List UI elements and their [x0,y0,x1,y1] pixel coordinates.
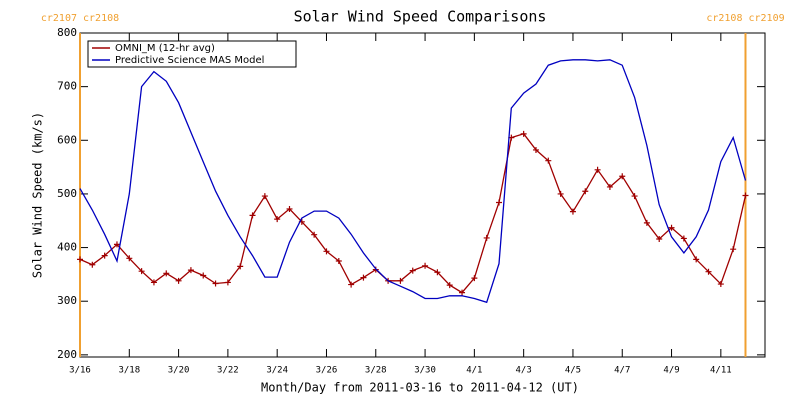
carrington-label: cr2108 cr2109 [706,13,784,24]
data-point [150,279,157,286]
legend: OMNI_M (12-hr avg)Predictive Science MAS… [87,40,297,68]
data-point [582,188,589,195]
data-point [335,257,342,264]
series-line [79,59,747,304]
data-point [89,261,96,268]
data-point [311,231,318,238]
y-tick-label: 200 [57,348,77,361]
x-tick-label: 3/16 [69,366,91,376]
data-point [286,205,293,212]
data-point [348,281,355,288]
data-point [656,235,663,242]
data-point [557,190,564,197]
data-point [409,267,416,274]
data-point [459,289,466,296]
data-point [594,166,601,173]
y-tick-label: 700 [57,80,77,93]
data-point [397,277,404,284]
data-point [126,255,133,262]
carrington-label: cr2107 cr2108 [41,13,119,24]
x-tick-label: 4/11 [710,366,732,376]
x-tick-label: 3/22 [217,366,239,376]
x-tick-label: 3/26 [316,366,338,376]
y-tick-label: 800 [57,26,77,39]
data-point [101,252,108,259]
y-axis-label: Solar Wind Speed (km/s) [31,112,45,278]
x-tick-label: 3/28 [365,366,387,376]
data-point [261,193,268,200]
data-point [323,248,330,255]
data-point [187,267,194,274]
data-point [237,263,244,270]
data-point [496,199,503,206]
data-point [274,216,281,223]
data-point [545,157,552,164]
legend-box [87,40,297,68]
data-point [77,256,83,263]
data-point [569,208,576,215]
data-point [680,235,687,242]
y-tick-label: 600 [57,133,77,146]
data-point [606,183,613,190]
data-point [520,130,527,137]
data-point [422,262,429,269]
data-point [730,246,737,253]
x-tick-label: 3/30 [414,366,436,376]
y-tick-label: 500 [57,187,77,200]
chart-title: Solar Wind Speed Comparisons [294,8,547,26]
data-point [212,280,219,287]
data-point [471,275,478,282]
data-point [643,219,650,226]
y-tick-label: 400 [57,241,77,254]
data-point [249,212,256,219]
data-point [113,241,120,248]
data-point [434,269,441,276]
data-point [175,277,182,284]
data-point [360,274,367,281]
data-point [483,234,490,241]
data-point [693,256,700,263]
data-point [705,268,712,275]
data-point [138,268,145,275]
data-point [668,224,675,231]
data-point [717,281,724,288]
x-tick-label: 4/5 [565,366,581,376]
legend-label: Predictive Science MAS Model [115,55,264,66]
x-tick-label: 4/7 [614,366,630,376]
x-tick-label: 4/3 [516,366,532,376]
legend-label: OMNI_M (12-hr avg) [115,43,215,54]
data-point [224,279,231,286]
x-tick-label: 4/1 [466,366,482,376]
data-point [532,146,539,153]
x-axis-label: Month/Day from 2011-03-16 to 2011-04-12 … [261,381,579,395]
x-tick-label: 3/20 [168,366,190,376]
y-tick-label: 300 [57,294,77,307]
x-tick-label: 3/18 [118,366,140,376]
data-point [631,193,638,200]
data-point [200,272,207,279]
data-point [163,270,170,277]
x-tick-label: 4/9 [663,366,679,376]
data-point [619,173,626,180]
data-point [446,282,453,289]
data-point [742,192,749,199]
x-tick-label: 3/24 [266,366,288,376]
